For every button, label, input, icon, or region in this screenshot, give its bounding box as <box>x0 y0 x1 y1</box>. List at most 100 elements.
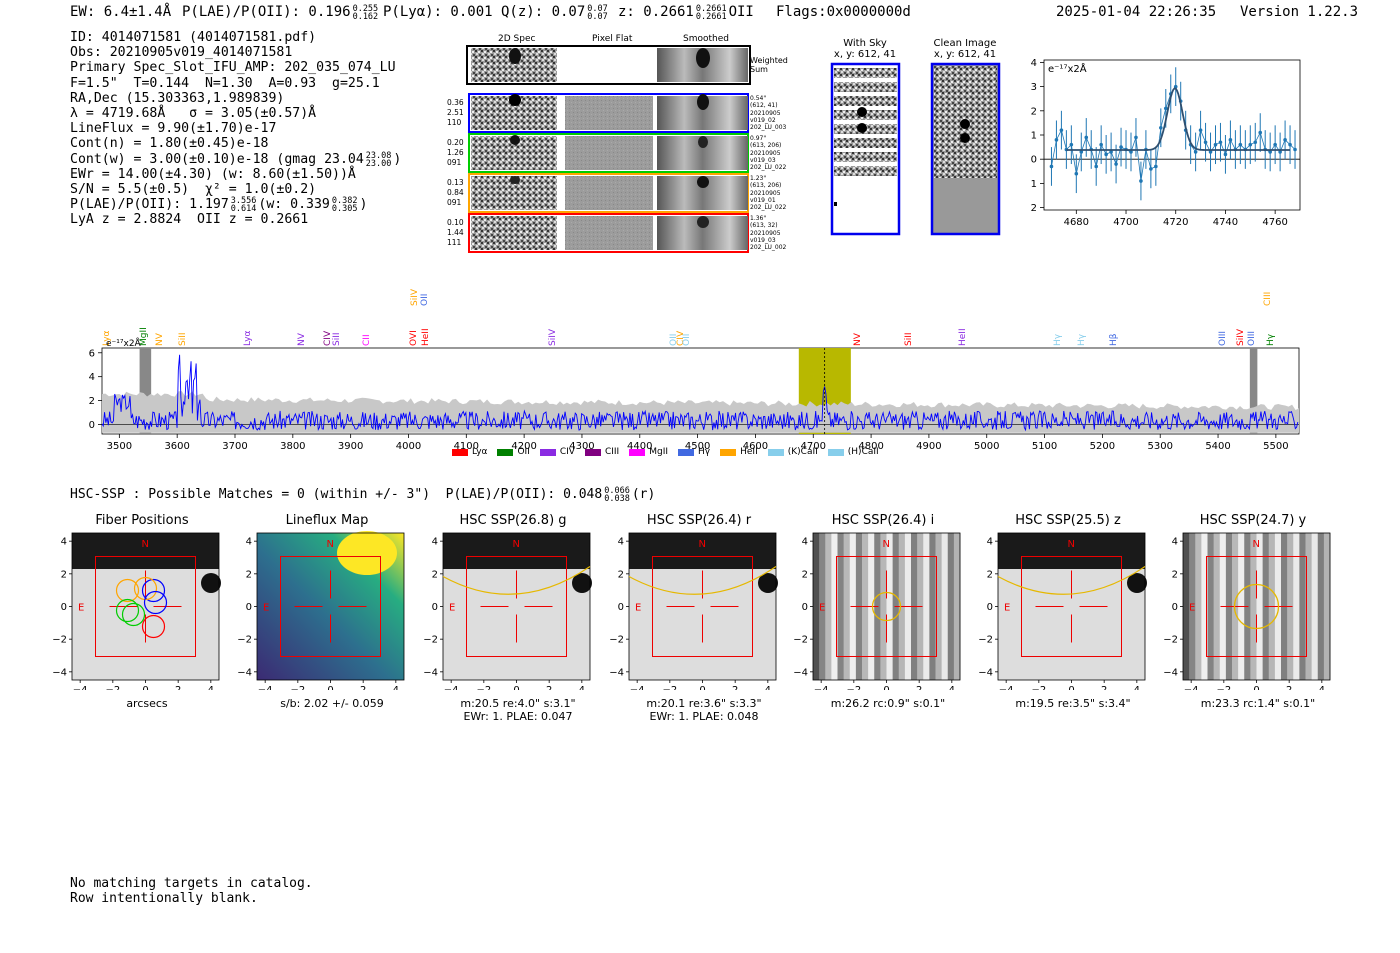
cutout-row-right-value: 20210905 <box>750 229 781 237</box>
panel-star <box>758 573 778 593</box>
info-plae-hi: 3.556 <box>230 196 257 207</box>
info-plae-text: P(LAE)/P(OII): 1.197 <box>70 197 229 213</box>
panel-ytick-label: 4 <box>246 537 252 548</box>
spectrum-ytick-label: 0 <box>89 420 95 431</box>
panel-stripe <box>947 533 955 680</box>
spectrum-ylabel: e⁻¹⁷x2Å <box>106 337 142 349</box>
line-fit-xtick-label: 4760 <box>1262 217 1287 228</box>
panel-xtick-label: 4 <box>1319 685 1325 690</box>
spectrum-mask-region <box>139 348 152 434</box>
spectrum-legend-item: (H)CaII <box>827 447 879 457</box>
header-plae: P(LAE)/P(OII): 0.196 0.255 0.162 <box>182 4 380 21</box>
panel-stripe <box>1183 533 1190 680</box>
spectrum-axes: 3500 3600 3700 3800 3900 4000 4100 4200 4300 4400… <box>89 348 1289 450</box>
panel-aperture-circle <box>1233 583 1280 630</box>
panel-aperture-arc <box>442 566 591 595</box>
line-fit-model-curve <box>1066 87 1291 151</box>
cutout-row-left-label: 0.20 1.26 091 <box>447 138 464 168</box>
panel-ytick-label: −4 <box>423 667 438 678</box>
panel-stripe <box>1213 533 1221 680</box>
panel-caption-2: EWr: 1. PLAE: 0.047 <box>463 710 573 723</box>
cutout-row-left-label: 0.13 0.84 091 <box>447 178 464 208</box>
cutout-row-left-label: 0.10 1.44 111 <box>447 218 464 248</box>
panel-stripe <box>1311 533 1319 680</box>
line-fit-ylabel: e⁻¹⁷x2Å <box>1048 62 1087 75</box>
panel-xtick-label: 4 <box>579 685 585 690</box>
panel-title: HSC SSP(24.7) y <box>1199 513 1307 528</box>
header-z: z: 0.2661 0.2661 0.2661 OII <box>618 4 754 21</box>
panel-xtick-label: 2 <box>916 685 922 690</box>
panel-stripe <box>837 533 845 680</box>
panel-ytick-label: −2 <box>978 635 993 646</box>
cutout-row-right-value: 202_LU_003 <box>750 124 787 132</box>
clean-image <box>930 62 1001 236</box>
panel-ytick-label: −2 <box>793 635 808 646</box>
panel-east-label: E <box>78 603 84 614</box>
spectrum-chart: e⁻¹⁷x2Å 3500 3600 3700 3800 3900 4000 4100 4200… <box>89 337 1300 450</box>
panel-ytick-label: −4 <box>609 667 624 678</box>
clean-image-title: Clean Image x, y: 612, 41 <box>930 38 1000 60</box>
cutout-row-right-value: 202_LU_022 <box>750 164 787 172</box>
panel-xtick-label: −4 <box>630 685 645 690</box>
spectrum-xtick-label: 5400 <box>1205 441 1230 450</box>
panel-stripe <box>1195 533 1202 680</box>
header-q-hi: 0.07 <box>587 4 608 14</box>
panel-xtick-label: 4 <box>208 685 214 690</box>
cutout-weighted-label: Weighted Sum <box>750 56 788 74</box>
sky-clean-images <box>830 62 1001 236</box>
panel-title: Lineflux Map <box>285 513 369 528</box>
line-fit-xtick-label: 4740 <box>1213 217 1238 228</box>
panel-ytick-label: 0 <box>802 602 808 613</box>
spectrum-legend-label: OII <box>517 447 530 457</box>
spectrum-xtick-label: 3500 <box>107 441 132 450</box>
with-sky-title: With Sky x, y: 612, 41 <box>830 38 900 60</box>
spectrum-legend-swatch <box>629 448 646 456</box>
panel-xtick-label: 0 <box>699 685 705 690</box>
panel-stripe <box>819 533 826 680</box>
panel-target-box <box>280 556 381 657</box>
panel-ytick-label: 4 <box>987 537 993 548</box>
panel-north-label: N <box>327 539 334 550</box>
cutout-row-right-label: 0.97" (613, 206) 20210905 v019_03 202_LU_022 <box>750 135 786 171</box>
panel-stripe <box>886 533 894 680</box>
panel-title: Fiber Positions <box>95 513 189 528</box>
spectrum-xtick-label: 5500 <box>1263 441 1288 450</box>
panel-stripe <box>1250 533 1257 680</box>
panel-dark-region <box>998 533 1145 569</box>
cutout-row-left-value: 1.44 <box>447 228 464 237</box>
spectrum-legend-label: Hγ <box>698 447 711 457</box>
spectrum-xtick-label: 3900 <box>338 441 363 450</box>
fiber-circle <box>115 578 140 603</box>
info-primary: Primary Spec_Slot_IFU_AMP: 202_035_074_L… <box>70 60 396 76</box>
cutout-row-right-value: v019_01 <box>750 196 776 204</box>
cutout-weighted-row <box>466 45 751 85</box>
info-gmag-hi: 23.08 <box>365 150 392 161</box>
panel-xtick-label: 2 <box>360 685 366 690</box>
cutout-col-label-pixelflat: Pixel Flat <box>592 34 633 44</box>
cutout-row-left-value: 0.20 <box>447 138 464 147</box>
spectrum-line-id: SiIV <box>410 288 421 306</box>
clean-image-xy: x, y: 612, 41 <box>933 49 997 60</box>
panel-ytick-label: −4 <box>237 667 252 678</box>
info-lambda: λ = 4719.68Å σ = 3.05(±0.57)Å <box>70 105 317 121</box>
header-q: Q(z): 0.07 0.07 0.07 <box>501 4 610 21</box>
fiber-circle <box>115 598 140 623</box>
panel-stripe <box>1256 533 1264 680</box>
panel-north-label: N <box>883 539 890 550</box>
footer-block: No matching targets in catalog. Row inte… <box>70 876 313 906</box>
fiber-circle <box>143 590 168 615</box>
panel-xtick-label: 2 <box>546 685 552 690</box>
spectrum-legend-swatch <box>584 448 601 456</box>
panel-xtick-label: −4 <box>258 685 273 690</box>
spectrum-ytick-label: 2 <box>89 396 95 407</box>
panel-xtick-label: −4 <box>999 685 1014 690</box>
panel-ytick-label: 4 <box>432 537 438 548</box>
info-plae: P(LAE)/P(OII): 1.197 3.556 0.614 (w: 0.339 0… <box>70 196 368 215</box>
panel-ytick-label: 2 <box>618 569 624 580</box>
fiber-circle <box>141 578 166 603</box>
spectrum-legend-item: MgII <box>629 447 668 457</box>
info-obs: Obs: 20210905v019_4014071581 <box>70 45 293 61</box>
panel-xtick-label: −2 <box>1216 685 1231 690</box>
with-sky-xy: x, y: 612, 41 <box>833 49 897 60</box>
spectrum-legend-item: Lyα <box>452 447 487 457</box>
